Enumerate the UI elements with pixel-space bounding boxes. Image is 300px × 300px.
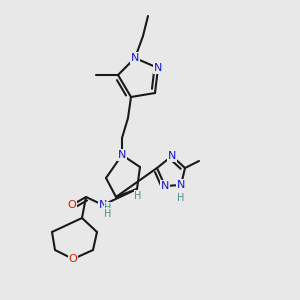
Text: H: H — [134, 191, 142, 201]
Text: N: N — [131, 53, 139, 63]
Text: N: N — [161, 181, 169, 191]
Text: N: N — [99, 200, 107, 210]
Text: H: H — [104, 209, 112, 219]
Text: N: N — [168, 151, 176, 161]
Text: N: N — [177, 180, 185, 190]
Text: H: H — [104, 203, 112, 213]
Text: N: N — [154, 63, 162, 73]
Text: H: H — [177, 193, 185, 203]
Text: O: O — [69, 254, 77, 264]
Text: N: N — [118, 150, 126, 160]
Text: O: O — [68, 200, 76, 210]
